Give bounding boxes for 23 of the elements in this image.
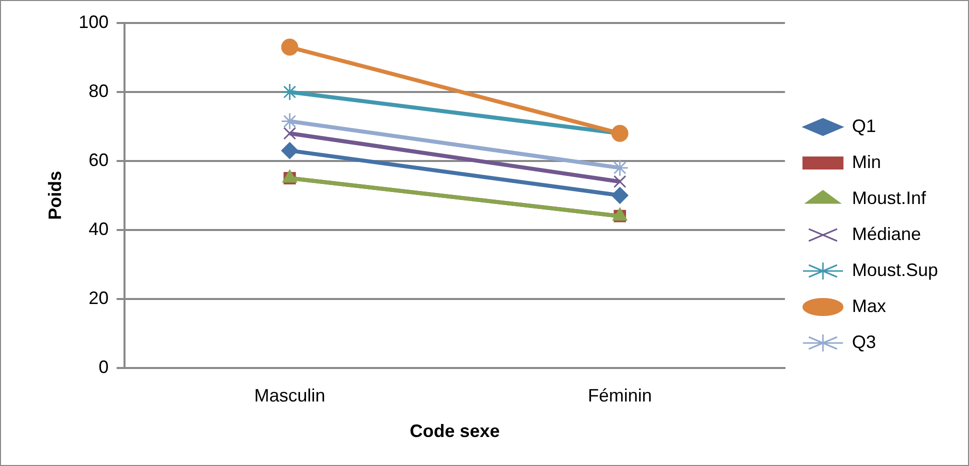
y-axis-title: Poids	[44, 170, 65, 220]
point	[613, 175, 626, 188]
y-tick-label: 20	[88, 288, 109, 308]
point	[611, 186, 628, 204]
legend-label: Q3	[852, 332, 876, 352]
point	[281, 142, 298, 160]
legend-label: Moust.Sup	[852, 260, 938, 280]
point	[283, 126, 296, 140]
y-tick-label: 100	[78, 12, 109, 32]
x-axis-title: Code sexe	[410, 421, 500, 442]
y-tick-label: 40	[88, 218, 109, 239]
legend-label: Min	[852, 152, 881, 172]
legend-label: Médiane	[852, 224, 921, 244]
point	[611, 159, 629, 177]
x-tick-label: Féminin	[588, 386, 652, 406]
legend-label: Moust.Inf	[852, 188, 927, 208]
y-tick-label: 0	[98, 356, 109, 377]
y-tick-label: 80	[88, 80, 109, 101]
y-tick-label: 60	[88, 150, 109, 170]
legend-label: Q1	[852, 116, 876, 136]
x-tick-label: Masculin	[254, 386, 326, 406]
point	[281, 38, 298, 56]
legend-label: Max	[852, 296, 886, 316]
